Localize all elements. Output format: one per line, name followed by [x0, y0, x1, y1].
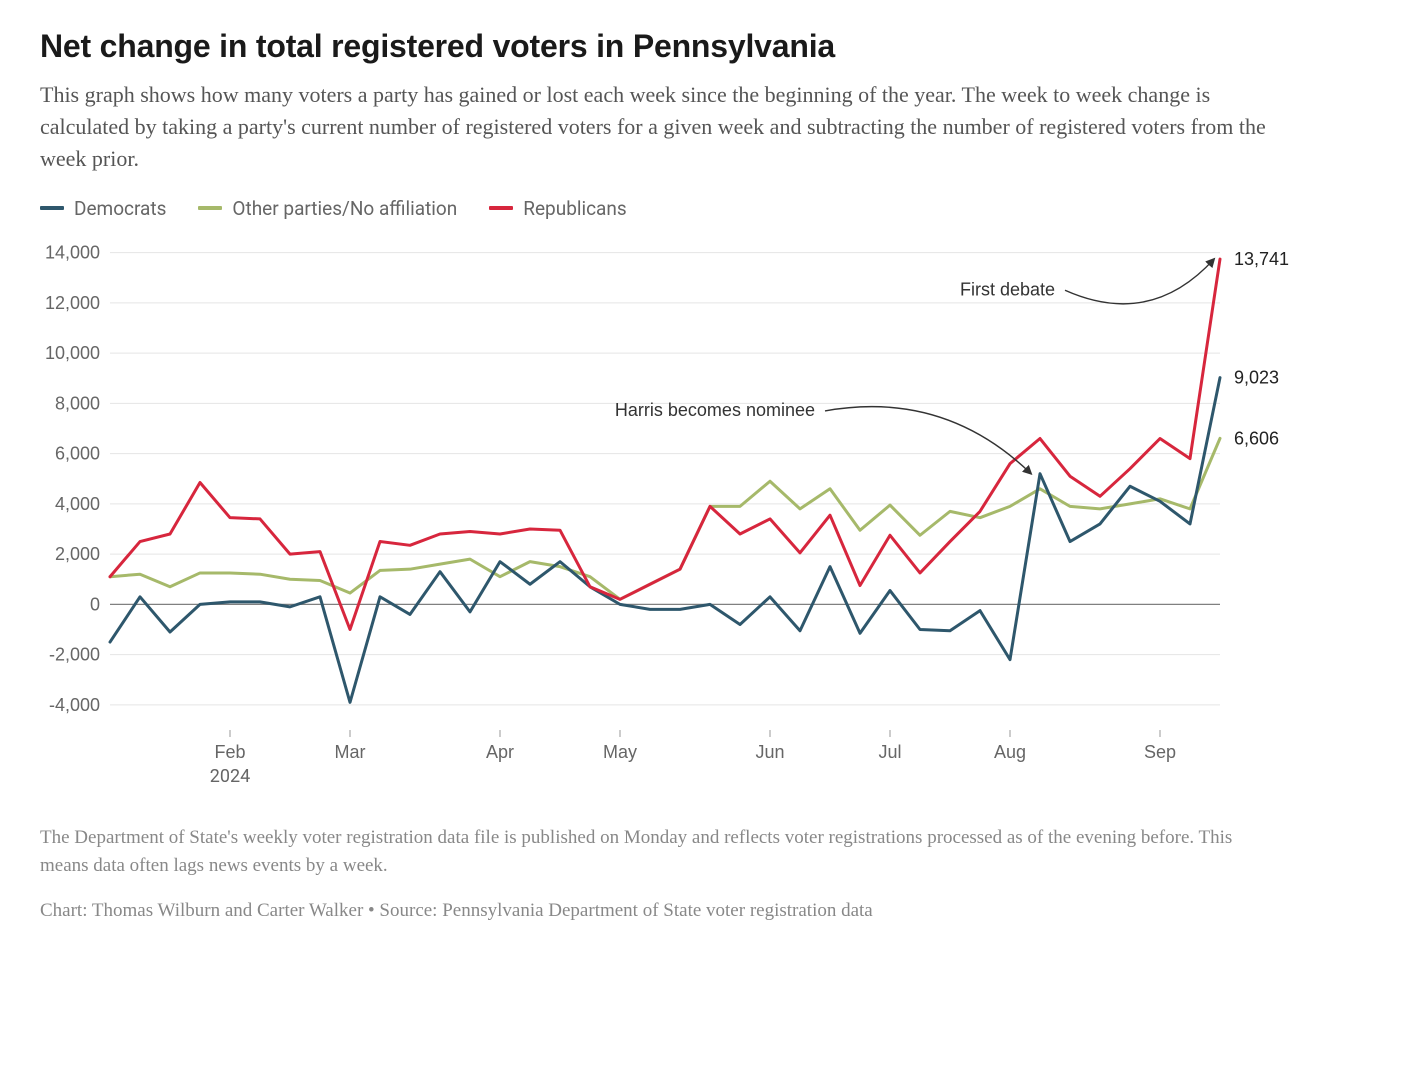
svg-text:Sep: Sep: [1144, 742, 1176, 762]
annotation-0: First debate: [960, 279, 1055, 299]
svg-text:2024: 2024: [210, 766, 250, 787]
svg-text:-2,000: -2,000: [49, 644, 100, 664]
svg-text:Jun: Jun: [755, 742, 784, 762]
svg-text:Mar: Mar: [335, 742, 366, 762]
svg-text:May: May: [603, 742, 637, 762]
svg-text:Jul: Jul: [878, 742, 901, 762]
annotation-arrow-1: [825, 406, 1031, 473]
chart-svg: -4,000 -2,000 0 2,000 4,000 6,000 8,000 10,000 1…: [40, 230, 1300, 790]
svg-text:4,000: 4,000: [55, 494, 100, 514]
svg-text:2,000: 2,000: [55, 544, 100, 564]
svg-text:Apr: Apr: [486, 742, 514, 762]
chart-notes: The Department of State's weekly voter r…: [40, 824, 1270, 881]
svg-text:6,000: 6,000: [55, 443, 100, 463]
legend-swatch-other: [198, 206, 222, 210]
legend-item-democrats: Democrats: [40, 197, 166, 220]
end-label-republicans: 13,741: [1234, 249, 1289, 269]
annotation-1: Harris becomes nominee: [615, 400, 815, 420]
svg-text:10,000: 10,000: [45, 343, 100, 363]
chart-subtitle: This graph shows how many voters a party…: [40, 79, 1270, 175]
chart: -4,000 -2,000 0 2,000 4,000 6,000 8,000 10,000 1…: [40, 230, 1358, 794]
legend-swatch-republicans: [489, 206, 513, 210]
svg-text:-4,000: -4,000: [49, 695, 100, 715]
chart-title: Net change in total registered voters in…: [40, 28, 1358, 65]
end-label-other: 6,606: [1234, 428, 1279, 448]
chart-credit: Chart: Thomas Wilburn and Carter Walker …: [40, 900, 1358, 922]
legend-label-other: Other parties/No affiliation: [232, 197, 457, 220]
svg-text:12,000: 12,000: [45, 292, 100, 312]
legend-item-other: Other parties/No affiliation: [198, 197, 457, 220]
legend-label-republicans: Republicans: [523, 197, 626, 220]
end-label-democrats: 9,023: [1234, 367, 1279, 387]
svg-text:14,000: 14,000: [45, 242, 100, 262]
legend-label-democrats: Democrats: [74, 197, 166, 220]
svg-text:8,000: 8,000: [55, 393, 100, 413]
series-republicans: [110, 259, 1220, 629]
svg-text:Aug: Aug: [994, 742, 1026, 762]
annotation-arrow-0: [1065, 259, 1214, 304]
svg-text:Feb: Feb: [214, 742, 245, 762]
legend-swatch-democrats: [40, 206, 64, 210]
legend: Democrats Other parties/No affiliation R…: [40, 197, 1358, 220]
svg-text:0: 0: [90, 594, 100, 614]
legend-item-republicans: Republicans: [489, 197, 626, 220]
